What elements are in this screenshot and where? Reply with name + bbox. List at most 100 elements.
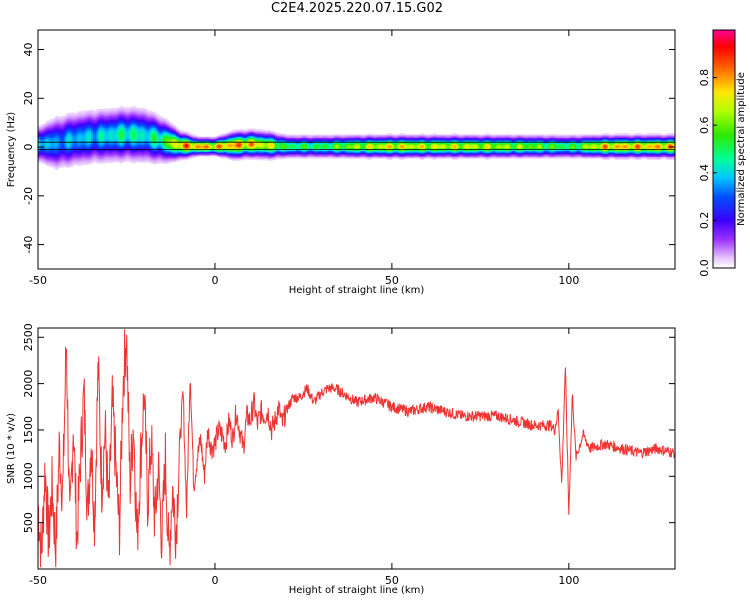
- spectrogram-cell: [301, 141, 304, 144]
- spectrogram-cell: [84, 116, 87, 119]
- spectrogram-cell: [337, 150, 340, 153]
- spectrogram-cell: [50, 123, 53, 126]
- spectrogram-cell: [48, 130, 51, 133]
- spectrogram-cell: [114, 153, 117, 156]
- spectrogram-cell: [147, 139, 150, 142]
- spectrogram-cell: [57, 163, 60, 166]
- spectrogram-cell: [99, 152, 103, 155]
- spectrogram-cell: [372, 146, 375, 149]
- spectrogram-cell: [289, 134, 292, 137]
- spectrogram-cell: [329, 149, 333, 152]
- spectrogram-cell: [94, 116, 97, 119]
- spectrogram-cell: [248, 143, 251, 146]
- spectrogram-cell: [41, 135, 44, 138]
- spectrogram-cell: [130, 114, 133, 117]
- spectrogram-cell: [107, 155, 110, 158]
- spectrogram-cell: [154, 143, 157, 146]
- spectrogram-cell: [188, 132, 191, 135]
- spectrogram-cell: [107, 156, 110, 159]
- spectrogram-cell: [84, 161, 87, 164]
- spectrogram-cell: [351, 134, 354, 137]
- spectrogram-cell: [257, 139, 260, 142]
- spectrogram-cell: [115, 139, 119, 142]
- spectrogram-cell: [59, 117, 62, 120]
- spectrogram-cell: [80, 150, 83, 153]
- spectrogram-cell: [199, 145, 202, 148]
- spectrogram-cell: [153, 127, 156, 130]
- spectrogram-cell: [377, 137, 380, 140]
- spectrogram-cell: [92, 126, 96, 129]
- spectrogram-cell: [214, 149, 218, 152]
- spectrogram-cell: [66, 166, 69, 168]
- spectrogram-cell: [82, 120, 85, 123]
- spectrogram-cell: [160, 155, 163, 158]
- spectrogram-cell: [107, 121, 110, 124]
- spectrogram-cell: [245, 144, 248, 147]
- spectrogram-cell: [176, 150, 179, 153]
- spectrogram-cell: [361, 141, 364, 144]
- spectrogram-cell: [259, 142, 262, 145]
- spectrogram-cell: [172, 143, 175, 146]
- spectrogram-cell: [138, 137, 142, 140]
- spectrogram-cell: [85, 151, 88, 154]
- spectrogram-cell: [243, 129, 246, 131]
- spectrogram-cell: [335, 144, 338, 147]
- spectrogram-cell: [156, 135, 159, 138]
- spectrogram-cell: [46, 130, 50, 133]
- spectrogram-cell: [110, 122, 113, 125]
- spectrogram-cell: [144, 139, 147, 141]
- spectrogram-cell: [271, 146, 274, 149]
- spectrogram-cell: [237, 146, 241, 149]
- spectrogram-cell: [46, 138, 50, 141]
- spectrogram-cell: [89, 139, 92, 141]
- spectrogram-cell: [292, 143, 295, 146]
- spectrogram-cell: [407, 141, 410, 144]
- spectrogram-cell: [50, 143, 53, 146]
- spectrogram-cell: [66, 128, 69, 130]
- spectrogram-cell: [329, 147, 333, 150]
- spectrogram-cell: [126, 134, 129, 137]
- spectrogram-cell: [108, 160, 111, 163]
- spectrogram-cell: [291, 147, 294, 150]
- spectrogram-cell: [400, 153, 403, 156]
- spectrogram-cell: [91, 153, 94, 156]
- spectrogram-cell: [71, 160, 74, 163]
- spectrogram-cell: [400, 134, 403, 137]
- spectrogram-cell: [406, 155, 409, 157]
- spectrogram-cell: [400, 158, 403, 160]
- spectrogram-cell: [349, 141, 352, 144]
- spectrogram-cell: [188, 151, 191, 154]
- spectrogram-cell: [262, 135, 265, 138]
- spectrogram-cell: [149, 149, 152, 152]
- spectrogram-cell: [112, 135, 115, 138]
- spectrogram-cell: [122, 130, 126, 133]
- spectrogram-cell: [402, 158, 405, 160]
- spectrogram-cell: [144, 147, 147, 150]
- spectrogram-cell: [121, 152, 124, 155]
- spectrogram-cell: [181, 154, 184, 156]
- spectrogram-cell: [108, 150, 111, 153]
- spectrogram-cell: [384, 153, 387, 156]
- spectrogram-cell: [96, 110, 99, 113]
- spectrogram-cell: [252, 149, 255, 151]
- spectrogram-cell: [71, 162, 74, 164]
- spectrogram-cell: [383, 152, 386, 155]
- spectrogram-cell: [358, 141, 361, 144]
- spectrogram-cell: [170, 155, 173, 157]
- spectrogram-cell: [184, 144, 188, 146]
- spectrogram-cell: [183, 153, 186, 156]
- spectrogram-cell: [64, 121, 67, 123]
- spectrogram-cell: [234, 135, 237, 138]
- spectrogram-cell: [312, 155, 315, 157]
- spectrogram-cell: [92, 150, 96, 153]
- spectrogram-cell: [107, 118, 110, 121]
- spectrogram-cell: [296, 136, 299, 138]
- spectrogram-cell: [276, 147, 280, 150]
- spectrogram-cell: [213, 151, 216, 154]
- spectrogram-cell: [167, 132, 170, 135]
- spectrogram-cell: [156, 150, 159, 153]
- spectrogram-cell: [147, 137, 150, 139]
- spectrogram-cell: [280, 157, 283, 160]
- spectrogram-cell: [154, 162, 157, 165]
- spectrogram-cell: [291, 136, 294, 138]
